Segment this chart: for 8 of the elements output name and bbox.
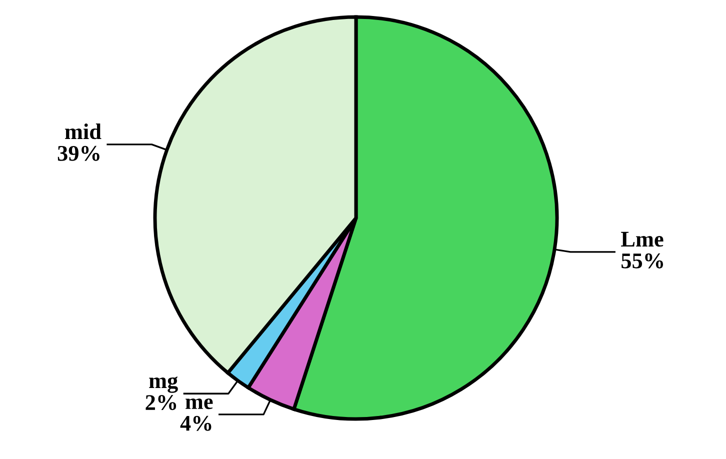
slice-label: Lme xyxy=(621,232,664,247)
data-label: 55% xyxy=(622,253,664,268)
data-label: 39% xyxy=(58,146,100,161)
slice-label: me xyxy=(186,398,213,410)
data-label: 2% xyxy=(146,395,176,410)
data-label: 4% xyxy=(180,416,212,431)
slice-label: mid xyxy=(65,124,102,140)
slice-label: mg xyxy=(149,376,178,393)
